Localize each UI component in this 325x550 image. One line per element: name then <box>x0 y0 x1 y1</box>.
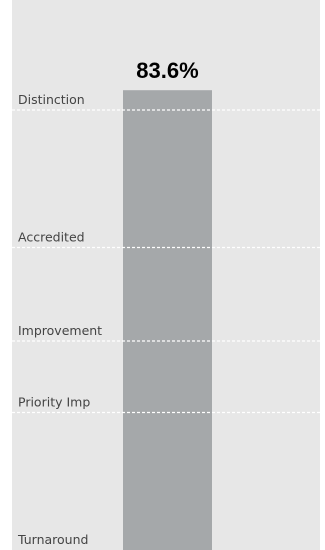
bar-value-label: 83.6% <box>136 58 198 83</box>
bars-layer <box>123 90 212 550</box>
threshold-label: Accredited <box>18 230 85 245</box>
thresholds-layer: Distinction Accredited Improvement Priority… <box>12 92 320 547</box>
threshold-label: Turnaround <box>17 532 88 547</box>
threshold-label: Priority Imp <box>18 395 90 410</box>
bar <box>123 90 212 550</box>
threshold-label: Improvement <box>18 323 102 338</box>
labels-layer: 83.6% <box>136 58 198 83</box>
threshold-label: Distinction <box>18 92 85 107</box>
